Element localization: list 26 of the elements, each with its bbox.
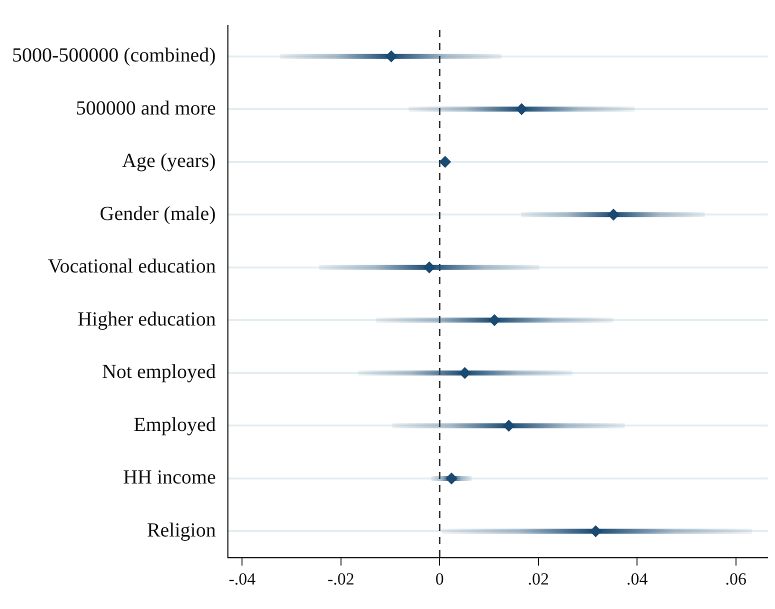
point	[502, 420, 515, 432]
y-tick-label: 5000-500000 (combined)	[12, 44, 216, 67]
point	[488, 314, 500, 326]
x-tick-label: -.02	[327, 569, 354, 588]
point	[385, 50, 398, 62]
x-tick-label: -.04	[228, 569, 256, 588]
x-tick-label: 0	[435, 569, 444, 588]
y-tick-label: Age (years)	[122, 150, 216, 172]
point	[590, 525, 602, 538]
y-tick-label: Gender (male)	[100, 202, 216, 225]
x-tick-label: .02	[528, 569, 550, 588]
y-tick-label: Vocational education	[48, 256, 216, 278]
y-tick-label: Higher education	[78, 308, 216, 330]
y-tick-label: HH income	[123, 466, 216, 489]
y-tick-label: 500000 and more	[76, 97, 216, 120]
point	[423, 261, 436, 274]
point	[439, 156, 452, 168]
point	[446, 472, 458, 484]
y-tick-label: Not employed	[102, 361, 216, 384]
point	[516, 103, 528, 116]
point	[458, 366, 471, 379]
x-tick-label: .06	[725, 569, 747, 588]
y-tick-label: Employed	[134, 414, 216, 436]
x-tick-label: .04	[626, 569, 648, 588]
y-tick-label: Religion	[146, 519, 216, 542]
point	[607, 208, 620, 221]
